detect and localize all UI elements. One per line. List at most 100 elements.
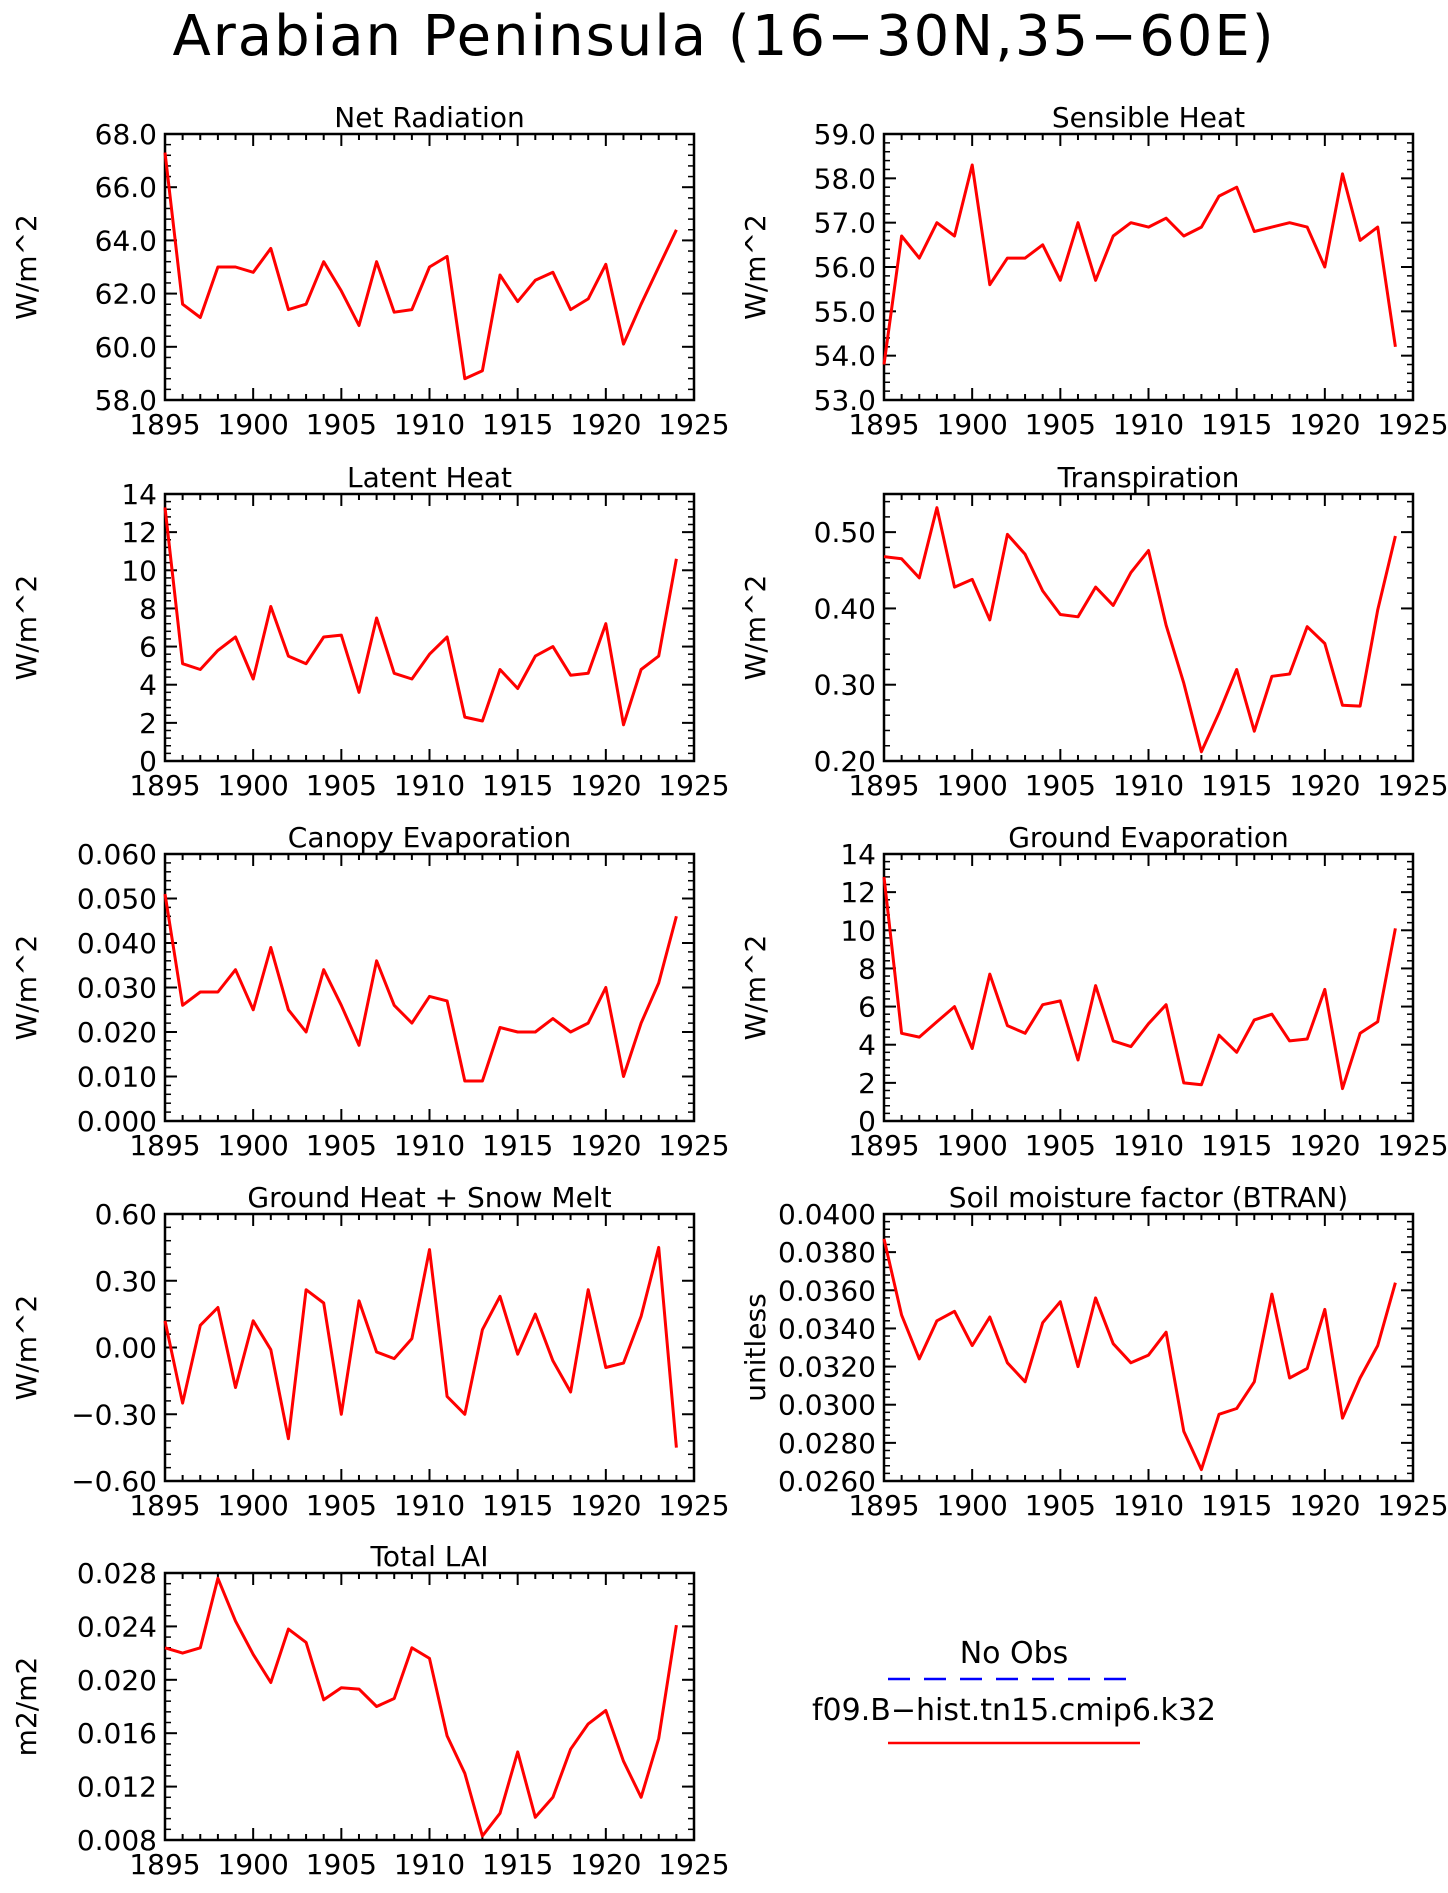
y-tick-label: 0.060 <box>77 838 157 871</box>
series-line <box>163 152 678 381</box>
y-axis-label: W/m^2 <box>739 935 772 1041</box>
y-tick-label: 68.0 <box>95 118 157 151</box>
x-tick-label: 1895 <box>129 769 200 802</box>
chart-panel-4: Transpiration W/m^2 1895 1900 1905 1910 1915 19… <box>739 461 1448 802</box>
y-tick-label: 56.0 <box>814 251 876 284</box>
x-tick-label: 1925 <box>658 408 729 441</box>
x-tick-label: 1895 <box>848 769 919 802</box>
y-axis-label: m2/m2 <box>10 1657 43 1757</box>
x-tick-label: 1925 <box>1377 408 1448 441</box>
y-tick-label: −0.30 <box>71 1398 157 1431</box>
x-tick-label: 1905 <box>306 408 377 441</box>
x-tick-label: 1920 <box>570 1489 641 1522</box>
y-tick-label: 0.0320 <box>778 1351 876 1384</box>
y-tick-label: 8 <box>858 952 876 985</box>
x-tick-label: 1920 <box>1289 769 1360 802</box>
x-tick-label: 1895 <box>848 408 919 441</box>
y-tick-label: 0.0340 <box>778 1312 876 1345</box>
y-tick-label: 0.016 <box>77 1717 157 1750</box>
x-tick-label: 1905 <box>306 769 377 802</box>
plot-frame <box>163 492 696 763</box>
x-tick-label: 1915 <box>1201 1129 1272 1162</box>
series-line <box>882 163 1397 365</box>
y-axis-label: W/m^2 <box>10 1295 43 1401</box>
plot-frame <box>882 492 1415 763</box>
x-tick-label: 1920 <box>570 769 641 802</box>
y-tick-label: 0.20 <box>814 745 876 778</box>
x-tick-label: 1905 <box>1025 769 1096 802</box>
chart-panel-2: Sensible Heat W/m^2 1895 1900 1905 1910 1915 19… <box>739 101 1448 441</box>
x-tick-label: 1900 <box>937 769 1008 802</box>
y-tick-label: 58.0 <box>814 162 876 195</box>
y-tick-label: 12 <box>121 516 157 549</box>
x-tick-label: 1905 <box>1025 1129 1096 1162</box>
x-tick-label: 1910 <box>1113 408 1184 441</box>
y-tick-label: 14 <box>840 838 876 871</box>
x-tick-label: 1895 <box>129 1848 200 1881</box>
x-tick-label: 1895 <box>129 1129 200 1162</box>
y-tick-label: 0.0360 <box>778 1274 876 1307</box>
x-tick-label: 1915 <box>482 769 553 802</box>
series-line <box>882 1238 1397 1472</box>
x-tick-label: 1900 <box>218 1848 289 1881</box>
x-tick-label: 1920 <box>570 1129 641 1162</box>
plot-frame <box>882 852 1415 1123</box>
y-tick-label: 0 <box>858 1105 876 1138</box>
chart-panel-8: Soil moisture factor (BTRAN) unitless 1895… <box>739 1181 1448 1522</box>
y-tick-label: 4 <box>139 669 157 702</box>
legend: No Obs f09.B−hist.tn15.cmip6.k32 <box>812 1636 1216 1745</box>
chart-panels: Net Radiation W/m^2 1895 1900 1905 1910 1915 19… <box>10 101 1448 1881</box>
x-tick-label: 1895 <box>129 408 200 441</box>
chart-panel-3: Latent Heat W/m^2 1895 1900 1905 1910 1915 1920… <box>10 461 730 802</box>
y-tick-label: 0.024 <box>77 1610 157 1643</box>
chart-panel-1: Net Radiation W/m^2 1895 1900 1905 1910 1915 19… <box>10 101 730 441</box>
y-tick-label: 0.0280 <box>778 1427 876 1460</box>
series-line <box>163 1245 678 1448</box>
panel-title: Net Radiation <box>334 101 524 134</box>
series-line <box>883 506 1397 754</box>
y-tick-label: 0.30 <box>95 1265 157 1298</box>
x-tick-label: 1905 <box>306 1848 377 1881</box>
y-tick-label: 0.0260 <box>778 1465 876 1498</box>
plot-frame <box>882 1212 1415 1483</box>
plot-frame <box>882 132 1415 402</box>
x-tick-label: 1920 <box>1289 408 1360 441</box>
x-tick-label: 1920 <box>1289 1489 1360 1522</box>
chart-panel-7: Ground Heat + Snow Melt W/m^2 1895 1900 1905… <box>10 1181 730 1522</box>
panel-title: Latent Heat <box>347 461 512 494</box>
x-tick-label: 1910 <box>394 408 465 441</box>
y-tick-label: 8 <box>139 592 157 625</box>
x-tick-label: 1920 <box>1289 1129 1360 1162</box>
legend-model-label: f09.B−hist.tn15.cmip6.k32 <box>812 1693 1216 1728</box>
x-tick-label: 1910 <box>394 1129 465 1162</box>
x-tick-label: 1900 <box>937 408 1008 441</box>
x-tick-label: 1910 <box>394 1489 465 1522</box>
panel-title: Total LAI <box>370 1540 489 1573</box>
figure-title: Arabian Peninsula (16−30N,35−60E) <box>172 4 1276 69</box>
x-tick-label: 1925 <box>1377 1129 1448 1162</box>
y-tick-label: 0.30 <box>814 669 876 702</box>
x-tick-label: 1905 <box>1025 408 1096 441</box>
y-tick-label: 66.0 <box>95 171 157 204</box>
y-tick-label: 0.00 <box>95 1332 157 1365</box>
y-tick-label: 2 <box>858 1067 876 1100</box>
y-axis-label: W/m^2 <box>739 214 772 320</box>
y-tick-label: −0.60 <box>71 1465 157 1498</box>
y-tick-label: 6 <box>139 631 157 664</box>
legend-obs-label: No Obs <box>960 1636 1069 1671</box>
x-tick-label: 1910 <box>394 769 465 802</box>
y-tick-label: 0.020 <box>77 1016 157 1049</box>
y-axis-label: W/m^2 <box>10 935 43 1041</box>
y-tick-label: 0.030 <box>77 972 157 1005</box>
chart-panel-5: Canopy Evaporation W/m^2 1895 1900 1905 1910 1… <box>10 821 730 1162</box>
y-tick-label: 0.60 <box>95 1198 157 1231</box>
x-tick-label: 1920 <box>570 1848 641 1881</box>
y-tick-label: 60.0 <box>95 331 157 364</box>
x-tick-label: 1925 <box>658 1489 729 1522</box>
x-tick-label: 1915 <box>1201 1489 1272 1522</box>
x-tick-label: 1925 <box>1377 769 1448 802</box>
x-tick-label: 1895 <box>848 1129 919 1162</box>
panel-title: Canopy Evaporation <box>288 821 571 854</box>
x-tick-label: 1900 <box>218 1489 289 1522</box>
y-tick-label: 0 <box>139 745 157 778</box>
